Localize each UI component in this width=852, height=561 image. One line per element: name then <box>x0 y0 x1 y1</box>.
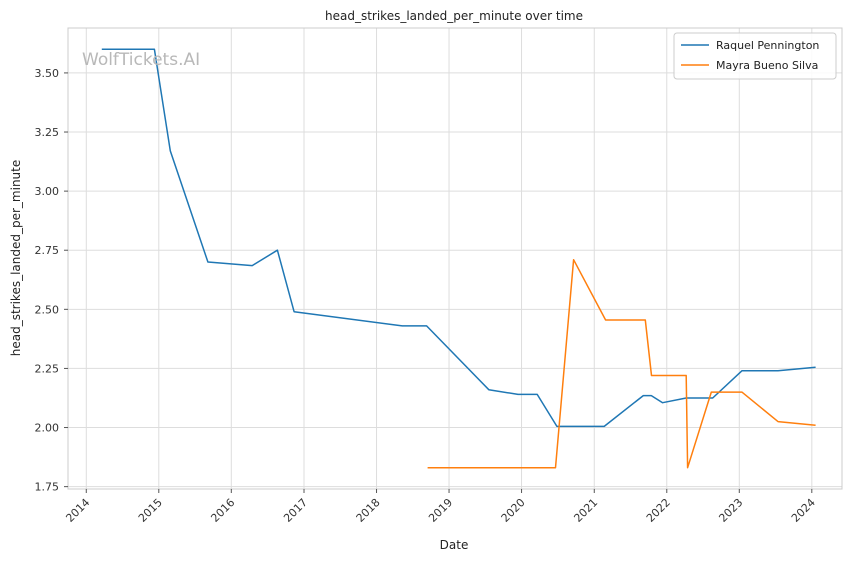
watermark: WolfTickets.AI <box>82 50 200 70</box>
y-tick-label: 1.75 <box>35 481 60 494</box>
y-tick-label: 3.00 <box>35 185 60 198</box>
y-tick-label: 2.50 <box>35 303 60 316</box>
y-tick-label: 3.50 <box>35 67 60 80</box>
series-line-raquel-pennington <box>101 48 816 428</box>
legend-label-raquel-pennington: Raquel Pennington <box>716 39 819 52</box>
x-axis-title: Date <box>440 538 469 552</box>
legend-box <box>673 32 837 80</box>
legend: Raquel Pennington Mayra Bueno Silva <box>673 32 837 80</box>
y-tick-label: 3.25 <box>35 126 60 139</box>
y-tick-label: 2.75 <box>35 244 60 257</box>
series-line-mayra-bueno-silva <box>427 258 816 469</box>
legend-label-mayra-bueno-silva: Mayra Bueno Silva <box>716 59 818 72</box>
y-tick-label: 2.00 <box>35 422 60 435</box>
y-axis-title: head_strikes_landed_per_minute <box>9 160 23 357</box>
series-lines <box>101 48 816 469</box>
chart-title: head_strikes_landed_per_minute over time <box>325 9 583 23</box>
y-tick-label: 2.25 <box>35 362 60 375</box>
y-axis-ticks: 1.75 2.00 2.25 2.50 2.75 3.00 3.25 3.50 <box>35 67 68 494</box>
gridlines <box>68 28 842 489</box>
plot-frame <box>67 27 843 490</box>
